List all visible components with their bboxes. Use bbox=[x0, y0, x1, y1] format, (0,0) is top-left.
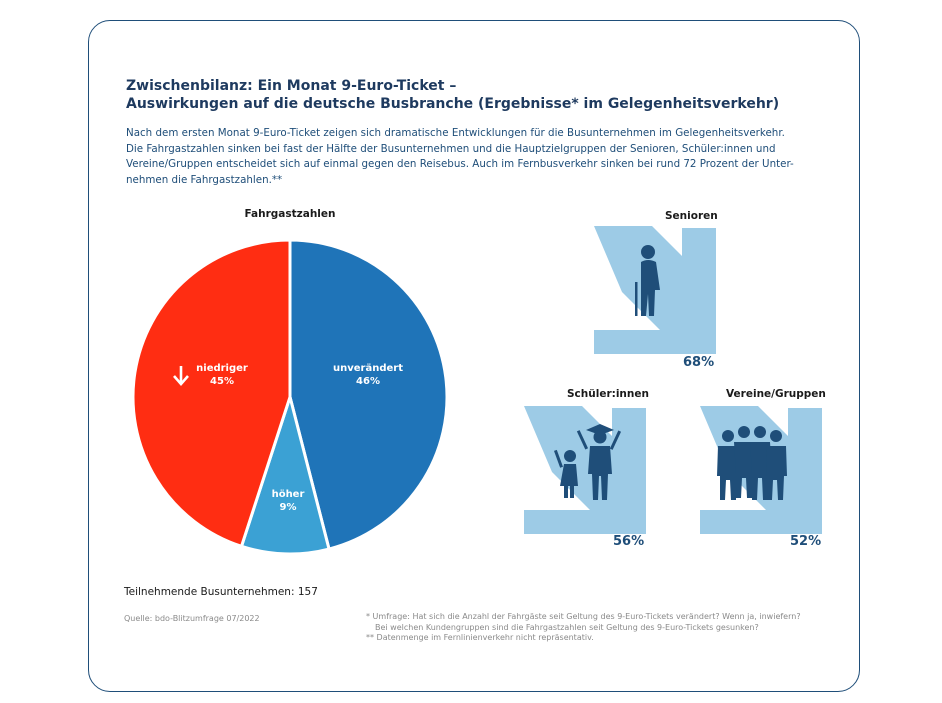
pie-chart bbox=[131, 238, 449, 556]
participants-count: Teilnehmende Busunternehmen: 157 bbox=[124, 586, 318, 598]
slice-value: 9% bbox=[279, 502, 297, 513]
footnotes: * Umfrage: Hat sich die Anzahl der Fahrg… bbox=[366, 612, 801, 644]
footnote-line: * Umfrage: Hat sich die Anzahl der Fahrg… bbox=[366, 612, 801, 621]
arrow-shape bbox=[524, 406, 646, 534]
students-icon bbox=[553, 424, 622, 500]
slice-name: niedriger bbox=[196, 363, 248, 374]
footnote-line: Bei welchen Kundengruppen sind die Fahrg… bbox=[375, 622, 759, 632]
group-title-schueler: Schüler:innen bbox=[567, 388, 649, 400]
group-title-vereine: Vereine/Gruppen bbox=[726, 388, 826, 400]
group-value-vereine: 52% bbox=[790, 534, 822, 549]
group-icon bbox=[717, 426, 787, 500]
title-line-1: Zwischenbilanz: Ein Monat 9-Euro-Ticket … bbox=[126, 78, 457, 94]
footnote-line: ** Datenmenge im Fernlinienverkehr nicht… bbox=[366, 633, 594, 642]
intro-line: Nach dem ersten Monat 9-Euro-Ticket zeig… bbox=[126, 127, 785, 139]
slice-name: unverändert bbox=[333, 363, 403, 374]
page-title: Zwischenbilanz: Ein Monat 9-Euro-Ticket … bbox=[126, 77, 846, 113]
source-note: Quelle: bdo-Blitzumfrage 07/2022 bbox=[124, 614, 260, 623]
title-line-2: Auswirkungen auf die deutsche Busbranche… bbox=[126, 96, 780, 112]
senior-icon bbox=[635, 245, 660, 316]
intro-line: nehmen die Fahrgastzahlen.** bbox=[126, 173, 283, 186]
card-frame bbox=[88, 20, 860, 692]
intro-line: Vereine/Gruppen entscheidet sich auf ein… bbox=[126, 158, 794, 170]
group-value-schueler: 56% bbox=[613, 534, 645, 549]
intro-line: Die Fahrgastzahlen sinken bei fast der H… bbox=[126, 142, 776, 155]
group-title-senioren: Senioren bbox=[665, 210, 718, 222]
slice-name: höher bbox=[271, 489, 305, 500]
arrow-down-icon bbox=[173, 366, 189, 386]
group-value-senioren: 68% bbox=[683, 355, 715, 370]
pie-slice-hoeher bbox=[239, 391, 331, 556]
pie-slice-unveraendert bbox=[288, 238, 449, 551]
pie-chart-title: Fahrgastzahlen bbox=[244, 208, 336, 220]
slice-label-niedriger: niedriger 45% bbox=[172, 362, 272, 388]
slice-label-unveraendert: unverändert 46% bbox=[318, 362, 418, 388]
slice-value: 45% bbox=[210, 376, 234, 387]
students-arrow-graphic bbox=[524, 406, 646, 534]
intro-text: Nach dem ersten Monat 9-Euro-Ticket zeig… bbox=[126, 126, 826, 188]
pie-slice-niedriger bbox=[131, 238, 292, 549]
slice-label-hoeher: höher 9% bbox=[238, 488, 338, 514]
slice-value: 46% bbox=[356, 376, 380, 387]
